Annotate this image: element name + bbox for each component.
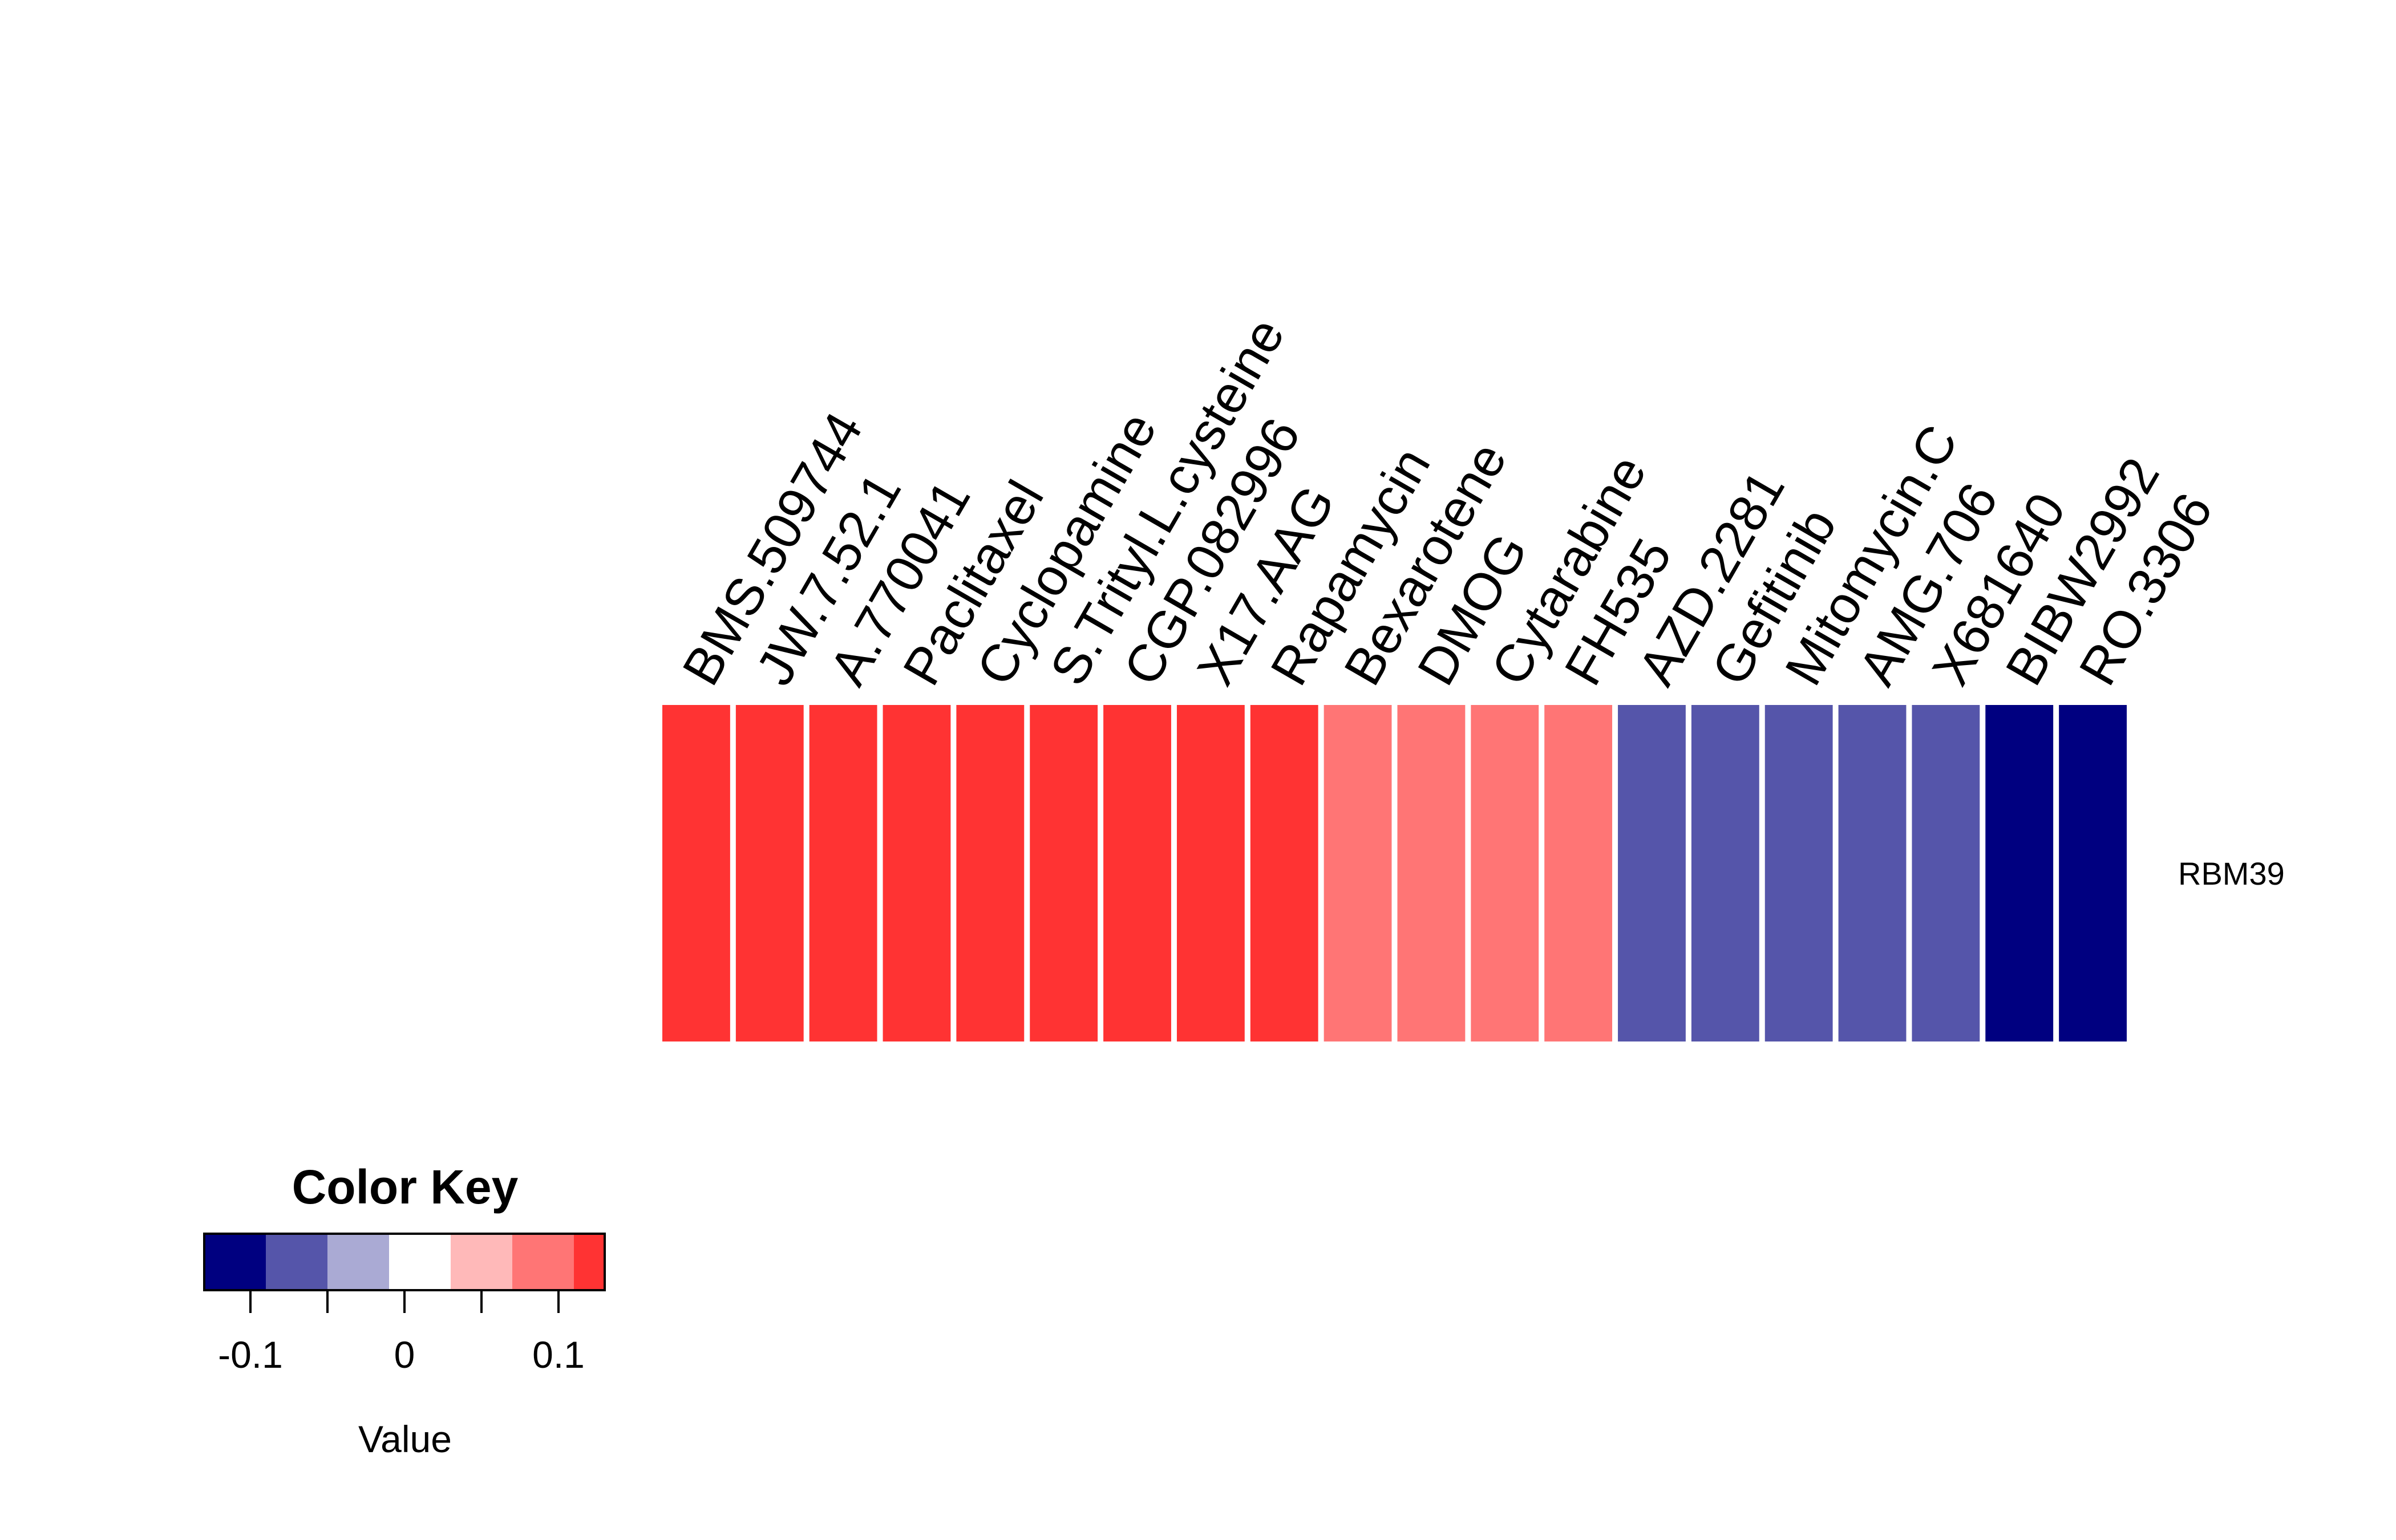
heatmap-cell xyxy=(1176,705,1245,1041)
heatmap-cell xyxy=(1397,705,1466,1041)
heatmap-cell xyxy=(1691,705,1759,1041)
color-key-bin xyxy=(574,1234,605,1290)
color-key-tick-label: 0.1 xyxy=(532,1334,585,1376)
heatmap-cell xyxy=(809,705,877,1041)
row-labels: RBM39 xyxy=(2178,856,2285,891)
color-key-bin xyxy=(266,1234,327,1290)
color-key-tick-label: 0 xyxy=(394,1334,415,1376)
heatmap-cell xyxy=(1618,705,1686,1041)
heatmap-cell xyxy=(1838,705,1907,1041)
heatmap-cell xyxy=(1985,705,2054,1041)
color-key-bin xyxy=(204,1234,266,1290)
heatmap-cell xyxy=(1030,705,1098,1041)
heatmap-cell xyxy=(1471,705,1539,1041)
heatmap-cell xyxy=(2059,705,2127,1041)
color-key-axis-label: Value xyxy=(358,1418,452,1460)
heatmap-cell xyxy=(1912,705,1980,1041)
color-key-ticks: -0.1 0 0.1 xyxy=(218,1290,585,1376)
heatmap-cell xyxy=(1544,705,1613,1041)
heatmap-cell xyxy=(1250,705,1318,1041)
heatmap-cell xyxy=(1324,705,1392,1041)
heatmap-cell xyxy=(735,705,804,1041)
color-key-tick-label: -0.1 xyxy=(218,1334,283,1376)
column-labels: BMS.509744JW.7.52.1A.770041PaclitaxelCyc… xyxy=(671,309,2224,695)
heatmap-cell xyxy=(956,705,1025,1041)
heatmap-cell xyxy=(1764,705,1833,1041)
color-key-title: Color Key xyxy=(292,1160,519,1214)
row-label: RBM39 xyxy=(2178,856,2285,891)
color-key-bin xyxy=(327,1234,389,1290)
color-key-bin xyxy=(451,1234,512,1290)
color-key-bins xyxy=(204,1234,605,1290)
color-key-bin xyxy=(512,1234,574,1290)
heatmap-cell xyxy=(1103,705,1171,1041)
heatmap-cells xyxy=(662,705,2127,1041)
color-key-bin xyxy=(389,1234,451,1290)
heatmap-cell xyxy=(883,705,951,1041)
heatmap-cell xyxy=(662,705,730,1041)
color-key: Color Key -0.1 0 0.1 Value xyxy=(203,1160,606,1460)
